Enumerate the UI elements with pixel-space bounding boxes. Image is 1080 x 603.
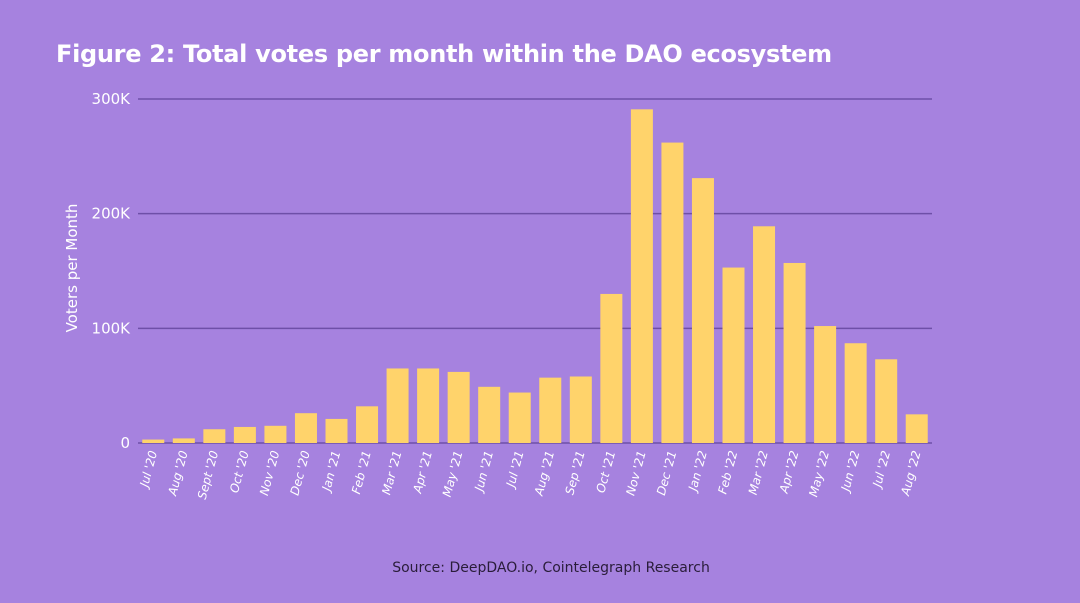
y-axis-label: Voters per Month: [63, 204, 81, 333]
bar: [386, 368, 409, 443]
x-tick-label: Aug '22: [898, 449, 924, 498]
bar: [417, 368, 440, 443]
bar: [569, 376, 592, 443]
x-tick-label: Apr '22: [777, 449, 802, 495]
x-tick-label: Nov '20: [257, 449, 282, 497]
bar: [783, 262, 806, 443]
bar: [356, 406, 379, 443]
x-tick-label: May '21: [440, 449, 466, 498]
bar: [814, 326, 837, 443]
y-tick-label: 0: [120, 434, 130, 452]
bar: [325, 418, 348, 443]
bar: [264, 425, 287, 443]
x-tick-label: Jun '22: [838, 449, 863, 494]
x-tick-label: Sept '20: [195, 449, 221, 501]
bar: [508, 392, 531, 443]
gridlines: [138, 98, 932, 444]
x-tick-label: Feb '22: [715, 449, 740, 495]
bar: [753, 226, 776, 443]
chart-title: Figure 2: Total votes per month within t…: [56, 40, 832, 68]
bar: [539, 377, 562, 443]
bar: [661, 142, 684, 443]
bars: [142, 109, 928, 443]
bar: [142, 439, 165, 443]
x-tick-label: Dec '21: [654, 449, 679, 497]
x-tick-label: Sep '21: [563, 449, 588, 496]
x-tick-label: Mar '21: [379, 449, 404, 496]
x-tick-label: Apr '21: [410, 449, 435, 495]
x-tick-label: Feb '21: [349, 449, 374, 495]
x-tick-label: Jun '21: [471, 449, 496, 494]
bar: [478, 386, 501, 443]
x-tick-label: Jan '21: [319, 449, 344, 494]
x-tick-label: Oct '21: [594, 449, 619, 494]
x-tick-label: Jul '22: [870, 449, 894, 490]
x-tick-label: Jul '21: [503, 449, 527, 490]
x-tick-label: Nov '21: [623, 449, 648, 497]
bar: [905, 414, 928, 443]
x-tick-label: Mar '22: [746, 449, 771, 496]
x-tick-label: May '22: [806, 449, 832, 498]
bar: [294, 413, 317, 443]
x-tick-label: Jul '20: [137, 449, 161, 491]
bar: [875, 359, 898, 443]
bar: [722, 267, 745, 443]
source-note: Source: DeepDAO.io, Cointelegraph Resear…: [392, 560, 710, 576]
y-tick-label: 100K: [92, 319, 132, 337]
y-tick-labels: 0 100K 200K 300K: [92, 90, 132, 452]
x-tick-labels: Jul '20 Aug '20 Sept '20 Oct '20 Nov '20 Dec …: [137, 449, 924, 501]
bar: [600, 293, 623, 443]
y-tick-label: 200K: [92, 205, 132, 223]
bar: [203, 429, 226, 443]
x-tick-label: Jan '22: [685, 449, 710, 494]
bar: [447, 371, 470, 443]
x-tick-label: Dec '20: [288, 449, 313, 497]
y-tick-label: 300K: [92, 90, 132, 108]
bar: [172, 438, 195, 443]
x-tick-label: Aug '20: [165, 449, 191, 498]
x-tick-label: Oct '20: [227, 449, 252, 495]
bar: [233, 426, 256, 443]
bar: [844, 343, 867, 443]
bar: [691, 178, 714, 443]
bar: [630, 109, 653, 443]
x-tick-label: Aug '21: [532, 449, 558, 498]
